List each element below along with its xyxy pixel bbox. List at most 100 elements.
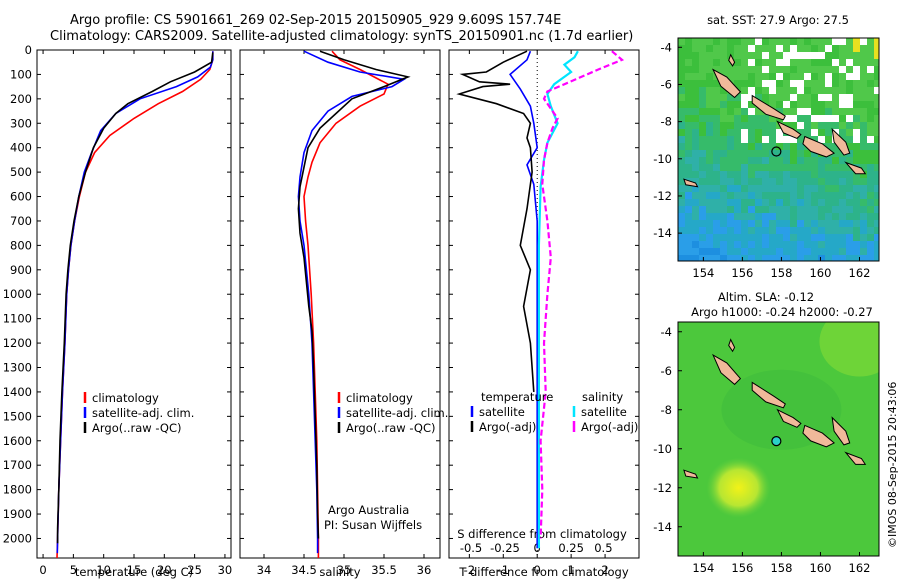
sst-cell (755, 129, 762, 136)
sst-cell (790, 52, 797, 59)
sst-cell (804, 52, 811, 59)
sst-cell (839, 192, 846, 199)
sst-cell (755, 234, 762, 241)
sst-cell (685, 94, 692, 101)
sst-cell (818, 73, 825, 80)
sst-cell (748, 206, 755, 213)
sst-cell (867, 157, 874, 164)
sst-cell (860, 150, 867, 157)
island-shape (751, 381, 786, 409)
sst-cell (706, 59, 713, 66)
sst-cell (741, 206, 748, 213)
sst-cell (797, 164, 804, 171)
sst-cell (699, 143, 706, 150)
sst-cell (825, 143, 832, 150)
sst-cell (692, 52, 699, 59)
imos-credit: ©IMOS 08-Sep-2015 20:43:06 (886, 382, 899, 548)
sst-cell (818, 220, 825, 227)
sst-cell (783, 234, 790, 241)
sst-cell (748, 199, 755, 206)
sst-cell (713, 164, 720, 171)
sst-cell (755, 143, 762, 150)
sst-cell (748, 87, 755, 94)
sst-cell (832, 52, 839, 59)
sst-cell (706, 94, 713, 101)
sst-cell (762, 220, 769, 227)
sst-cell (692, 206, 699, 213)
sst-cell (867, 38, 874, 45)
sst-cell (692, 164, 699, 171)
sst-cell (678, 59, 685, 66)
sst-cell (874, 66, 879, 73)
sst-cell (811, 171, 818, 178)
sst-cell (853, 45, 860, 52)
sst-cell (853, 157, 860, 164)
sst-cell (874, 122, 879, 129)
sst-cell (741, 80, 748, 87)
sst-cell (699, 157, 706, 164)
sst-cell (769, 94, 776, 101)
sst-cell (706, 122, 713, 129)
sst-cell (678, 171, 685, 178)
sst-cell (741, 108, 748, 115)
y-tick-label: 900 (10, 263, 32, 277)
sst-cell (783, 115, 790, 122)
sst-cell (727, 213, 734, 220)
sst-cell (790, 178, 797, 185)
sst-cell (741, 150, 748, 157)
sst-cell (692, 192, 699, 199)
sst-cell (860, 115, 867, 122)
sst-cell (804, 248, 811, 255)
sst-cell (804, 234, 811, 241)
sst-cell (818, 164, 825, 171)
sst-cell (832, 234, 839, 241)
sst-cell (853, 101, 860, 108)
sst-cell (839, 157, 846, 164)
sst-cell (748, 108, 755, 115)
sst-cell (874, 199, 879, 206)
sst-cell (741, 213, 748, 220)
sst-cell (678, 157, 685, 164)
sst-cell (783, 94, 790, 101)
sst-cell (727, 227, 734, 234)
sst-cell (790, 185, 797, 192)
sst-cell (713, 94, 720, 101)
sst-cell (727, 38, 734, 45)
sst-cell (790, 234, 797, 241)
sst-cell (762, 143, 769, 150)
sst-cell (769, 129, 776, 136)
sst-cell (860, 52, 867, 59)
sst-cell (867, 206, 874, 213)
sst-cell (811, 115, 818, 122)
island-shape (712, 68, 742, 99)
sst-cell (748, 80, 755, 87)
sst-cell (734, 227, 741, 234)
sst-cell (860, 129, 867, 136)
island-shape (802, 424, 836, 448)
island-shape (844, 451, 867, 465)
sst-cell (762, 66, 769, 73)
sst-cell (699, 73, 706, 80)
sst-cell (818, 94, 825, 101)
sst-cell (762, 94, 769, 101)
sst-cell (818, 199, 825, 206)
sst-cell (846, 73, 853, 80)
sst-cell (867, 213, 874, 220)
sst-cell (748, 73, 755, 80)
sst-cell (706, 66, 713, 73)
sst-cell (853, 213, 860, 220)
sst-cell (699, 206, 706, 213)
sst-cell (860, 143, 867, 150)
sst-cell (818, 108, 825, 115)
sst-cell (692, 213, 699, 220)
sst-cell (839, 45, 846, 52)
sst-cell (867, 129, 874, 136)
sst-cell (832, 227, 839, 234)
sst-cell (755, 185, 762, 192)
sst-cell (832, 164, 839, 171)
sst-cell (769, 227, 776, 234)
sst-cell (727, 150, 734, 157)
sst-cell (720, 248, 727, 255)
sst-cell (699, 101, 706, 108)
sst-cell (790, 94, 797, 101)
